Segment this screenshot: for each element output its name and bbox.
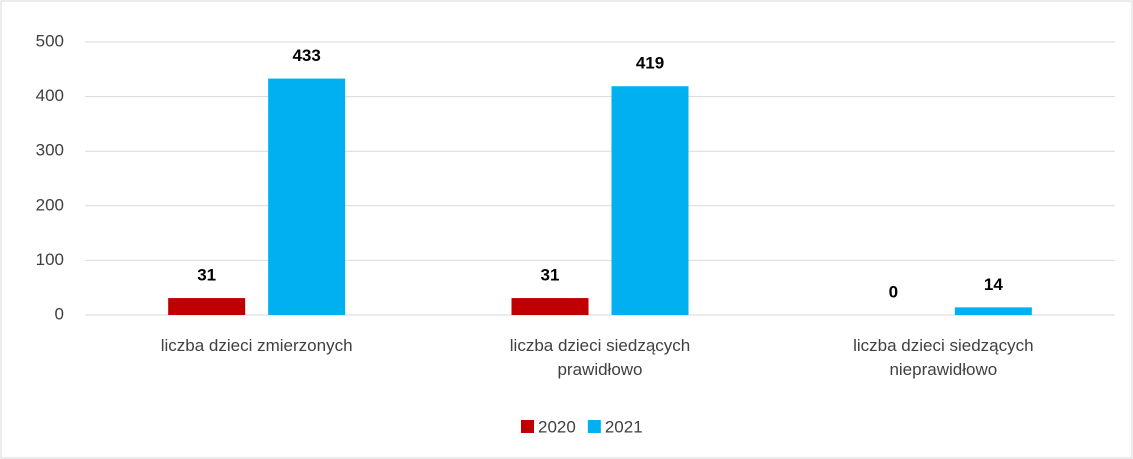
bar	[268, 78, 346, 315]
legend-label: 2020	[538, 417, 576, 436]
bar	[954, 307, 1032, 315]
y-tick-label: 400	[36, 86, 64, 105]
y-tick-label: 200	[36, 195, 64, 214]
value-label: 433	[292, 46, 320, 65]
bar	[611, 86, 689, 315]
value-label: 419	[636, 54, 664, 73]
bar	[168, 298, 246, 315]
y-tick-label: 500	[36, 31, 64, 50]
x-tick-label: liczba dzieci siedzących prawidłowo	[509, 336, 691, 379]
legend-swatch	[521, 420, 534, 433]
value-label: 14	[984, 275, 1003, 294]
legend-label: 2021	[605, 417, 643, 436]
value-label: 31	[541, 266, 560, 285]
x-tick-label: liczba dzieci zmierzonych	[160, 336, 353, 355]
legend-swatch	[587, 420, 601, 433]
y-tick-label: 100	[36, 250, 64, 269]
bar	[511, 298, 589, 315]
y-tick-label: 300	[36, 141, 64, 160]
value-label: 31	[197, 266, 216, 285]
y-tick-label: 0	[55, 304, 64, 323]
x-tick-label: liczba dzieci siedzących nieprawidłowo	[853, 336, 1034, 379]
value-label: 0	[889, 282, 898, 301]
